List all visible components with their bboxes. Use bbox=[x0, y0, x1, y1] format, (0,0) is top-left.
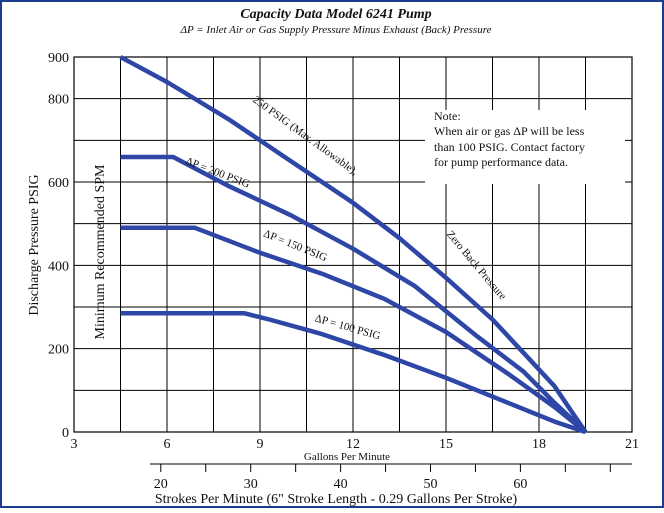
note-title: Note: bbox=[434, 109, 461, 123]
x-tick-label: 9 bbox=[257, 437, 264, 452]
note-box: Note: When air or gas ΔP will be less th… bbox=[425, 109, 625, 184]
note-line-3: for pump performance data. bbox=[434, 155, 568, 169]
strokes-tick-label: 40 bbox=[334, 477, 348, 492]
y-tick-label: 200 bbox=[48, 343, 69, 358]
y-tick-label: 0 bbox=[62, 426, 69, 441]
y-tick-label: 900 bbox=[48, 51, 69, 66]
y-tick-label: 800 bbox=[48, 93, 69, 108]
note-line-1: When air or gas ΔP will be less bbox=[434, 124, 585, 138]
x-tick-label: 18 bbox=[532, 437, 546, 452]
chart-title: Capacity Data Model 6241 Pump bbox=[240, 7, 431, 22]
x-tick-label: 21 bbox=[625, 437, 639, 452]
strokes-tick-label: 30 bbox=[244, 477, 258, 492]
strokes-tick-label: 50 bbox=[424, 477, 438, 492]
min-spm-label: Minimum Recommended SPM bbox=[93, 164, 108, 340]
strokes-tick-label: 60 bbox=[513, 477, 527, 492]
x-tick-label: 12 bbox=[346, 437, 360, 452]
x-tick-label: 3 bbox=[71, 437, 78, 452]
x-tick-label: 15 bbox=[439, 437, 453, 452]
y-axis-label: Discharge Pressure PSIG bbox=[27, 174, 42, 315]
strokes-tick-label: 20 bbox=[154, 477, 168, 492]
y-tick-label: 600 bbox=[48, 176, 69, 191]
x-tick-label: 6 bbox=[164, 437, 171, 452]
x2-axis-label: Strokes Per Minute (6" Stroke Length - 0… bbox=[155, 492, 518, 507]
y-tick-label: 400 bbox=[48, 259, 69, 274]
chart-subtitle: ΔP = Inlet Air or Gas Supply Pressure Mi… bbox=[180, 24, 492, 36]
note-line-2: than 100 PSIG. Contact factory bbox=[434, 140, 585, 154]
x-axis-label: Gallons Per Minute bbox=[304, 451, 390, 463]
